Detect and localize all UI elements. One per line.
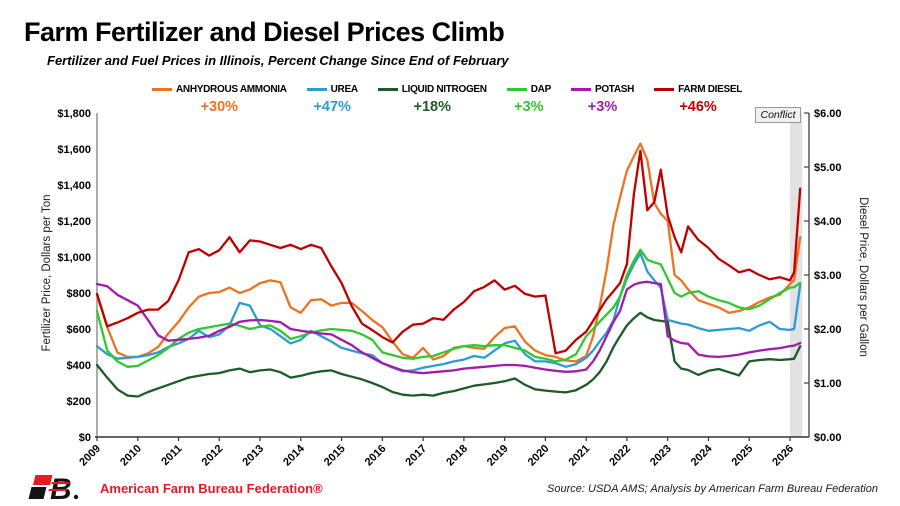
legend-swatch-icon <box>306 88 327 91</box>
legend-percent-change: +3% <box>514 99 544 115</box>
legend-item-urea: UREA +47% <box>306 84 358 115</box>
x-tick-label: 2020 <box>526 443 552 469</box>
series-line-liquid-nitrogen <box>95 311 802 398</box>
legend-percent-change: +46% <box>679 99 717 115</box>
left-tick-label: $400 <box>67 360 91 372</box>
legend-label: ANHYDROUS AMMONIA <box>176 84 287 95</box>
legend-label: FARM DIESEL <box>678 84 743 95</box>
legend-item-dap: DAP +3% <box>506 84 552 115</box>
footer-source-text: Source: USDA AMS; Analysis by American F… <box>547 483 878 495</box>
legend-percent-change: +18% <box>413 99 452 115</box>
left-tick-label: $1,000 <box>57 252 91 264</box>
left-tick-label: $1,200 <box>57 216 91 228</box>
series-line-dap <box>95 248 802 368</box>
left-tick-label: $800 <box>67 288 91 300</box>
series-line-anhydrous-ammonia <box>95 142 802 363</box>
legend-item-farm-diesel: FARM DIESEL +46% <box>654 84 742 115</box>
series-line-farm-diesel <box>95 149 802 355</box>
legend-item-liquid-nitrogen: LIQUID NITROGEN +18% <box>377 84 487 115</box>
right-tick-label: $2.00 <box>814 324 842 336</box>
left-tick-label: $1,400 <box>57 180 91 192</box>
right-tick-label: $3.00 <box>814 270 842 282</box>
legend-swatch-icon <box>654 88 675 91</box>
legend-label: LIQUID NITROGEN <box>401 84 487 95</box>
left-tick-label: $600 <box>67 324 91 336</box>
x-tick-label: 2017 <box>403 443 429 469</box>
series-line-potash <box>95 280 802 375</box>
x-tick-label: 2015 <box>322 443 348 469</box>
chart-legend: ANHYDROUS AMMONIA +30% UREA +47% LIQUID NITR… <box>152 84 742 115</box>
legend-swatch-icon <box>570 88 591 91</box>
footer-brand-text: American Farm Bureau Federation® <box>100 481 323 496</box>
right-tick-label: $0.00 <box>814 432 842 444</box>
legend-label: UREA <box>330 84 358 95</box>
left-axis-title: Fertilizer Price, Dollars per Ton <box>41 194 53 352</box>
right-tick-label: $5.00 <box>814 162 842 174</box>
x-tick-label: 2022 <box>607 443 633 469</box>
x-tick-label: 2025 <box>730 443 756 469</box>
x-tick-label: 2021 <box>567 443 593 469</box>
x-tick-label: 2026 <box>770 443 796 469</box>
x-tick-label: 2009 <box>77 443 103 469</box>
left-tick-label: $1,600 <box>57 144 91 156</box>
legend-swatch-icon <box>152 88 172 91</box>
legend-percent-change: +30% <box>200 99 239 115</box>
legend-item-potash: POTASH +3% <box>570 84 635 115</box>
x-tick-label: 2010 <box>118 443 144 469</box>
left-tick-label: $1,800 <box>57 108 91 120</box>
x-tick-label: 2013 <box>240 443 266 469</box>
legend-percent-change: +3% <box>587 99 618 115</box>
legend-percent-change: +47% <box>313 99 351 115</box>
legend-swatch-icon <box>506 88 527 91</box>
x-tick-label: 2016 <box>363 443 389 469</box>
right-tick-label: $4.00 <box>814 216 842 228</box>
x-tick-label: 2011 <box>159 443 184 468</box>
x-tick-label: 2023 <box>648 443 674 469</box>
left-tick-label: $200 <box>67 396 91 408</box>
svg-text:B: B <box>50 473 72 503</box>
x-tick-label: 2024 <box>689 442 715 468</box>
right-tick-label: $1.00 <box>814 378 842 390</box>
page-title: Farm Fertilizer and Diesel Prices Climb <box>24 17 505 47</box>
right-axis-title: Diesel Price, Dollars per Gallon <box>857 197 869 357</box>
legend-label: POTASH <box>594 84 635 95</box>
x-tick-label: 2014 <box>281 442 307 468</box>
legend-swatch-icon <box>377 88 398 91</box>
legend-item-anhydrous-ammonia: ANHYDROUS AMMONIA +30% <box>152 84 287 115</box>
x-tick-label: 2019 <box>485 443 511 469</box>
conflict-annotation: Conflict <box>755 107 801 123</box>
legend-label: DAP <box>530 84 552 95</box>
x-tick-label: 2018 <box>444 443 470 469</box>
x-tick-label: 2012 <box>200 443 226 469</box>
right-tick-label: $6.00 <box>814 108 842 120</box>
page-subtitle: Fertilizer and Fuel Prices in Illinois, … <box>47 53 509 68</box>
afbf-logo-icon: B <box>28 473 79 503</box>
left-tick-label: $0 <box>79 432 91 444</box>
series-line-urea <box>95 252 802 373</box>
